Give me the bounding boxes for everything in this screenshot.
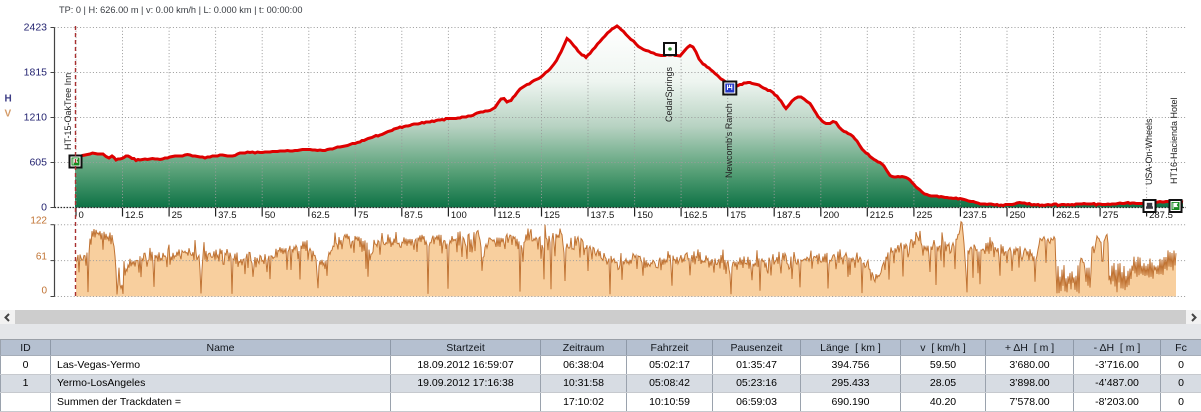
svg-text:V: V [5, 109, 12, 120]
svg-text:H: H [5, 94, 12, 105]
svg-text:200: 200 [823, 210, 839, 221]
svg-text:0: 0 [79, 210, 84, 221]
svg-text:137.5: 137.5 [591, 210, 615, 221]
svg-text:61: 61 [36, 252, 48, 263]
svg-text:75: 75 [358, 210, 369, 221]
svg-text:12.5: 12.5 [125, 210, 144, 221]
svg-text:605: 605 [29, 157, 47, 169]
svg-text:50: 50 [265, 210, 276, 221]
svg-text:100: 100 [451, 210, 467, 221]
svg-text:25: 25 [172, 210, 183, 221]
svg-text:2423: 2423 [24, 22, 48, 34]
svg-text:62.5: 62.5 [311, 210, 330, 221]
svg-text:287.5: 287.5 [1149, 210, 1173, 221]
svg-text:225: 225 [916, 210, 932, 221]
svg-text:187.5: 187.5 [777, 210, 801, 221]
svg-text:1815: 1815 [24, 67, 48, 79]
svg-text:122: 122 [30, 216, 47, 227]
svg-text:0: 0 [41, 202, 47, 214]
svg-text:87.5: 87.5 [404, 210, 423, 221]
svg-text:175: 175 [730, 210, 746, 221]
svg-text:0: 0 [41, 286, 47, 297]
svg-text:212.5: 212.5 [870, 210, 894, 221]
svg-text:237.5: 237.5 [963, 210, 987, 221]
svg-text:TP: 0 | H: 626.00 m | v: 0.00: TP: 0 | H: 626.00 m | v: 0.00 km/h | L: … [59, 5, 302, 15]
svg-text:1210: 1210 [24, 112, 48, 124]
svg-text:262.5: 262.5 [1056, 210, 1080, 221]
svg-text:150: 150 [637, 210, 653, 221]
svg-text:250: 250 [1010, 210, 1026, 221]
svg-text:125: 125 [544, 210, 560, 221]
svg-text:112.5: 112.5 [497, 210, 520, 221]
svg-text:37.5: 37.5 [218, 210, 237, 221]
svg-text:162.5: 162.5 [684, 210, 708, 221]
svg-text:275: 275 [1103, 210, 1119, 221]
